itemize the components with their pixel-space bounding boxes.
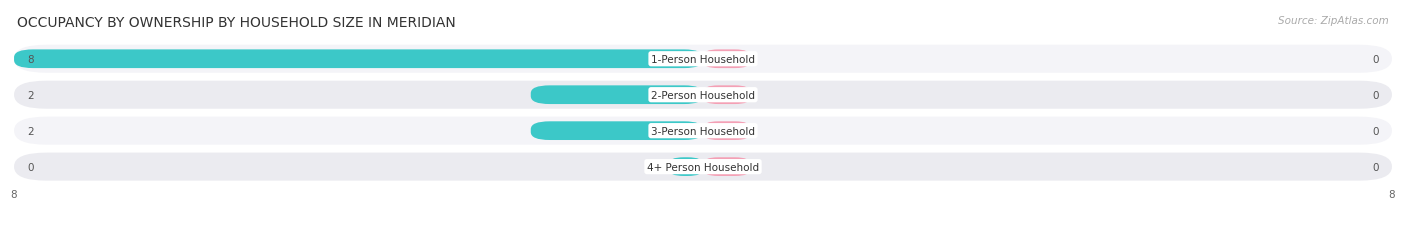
Text: 0: 0 — [27, 162, 34, 172]
Text: 8: 8 — [1389, 189, 1395, 199]
FancyBboxPatch shape — [703, 50, 751, 69]
FancyBboxPatch shape — [14, 50, 703, 69]
FancyBboxPatch shape — [14, 117, 1392, 145]
FancyBboxPatch shape — [531, 122, 703, 140]
FancyBboxPatch shape — [703, 86, 751, 105]
FancyBboxPatch shape — [14, 153, 1392, 181]
Text: 0: 0 — [1372, 55, 1379, 64]
Text: 2-Person Household: 2-Person Household — [651, 90, 755, 100]
Text: 1-Person Household: 1-Person Household — [651, 55, 755, 64]
Text: 8: 8 — [11, 189, 17, 199]
Text: 8: 8 — [27, 55, 34, 64]
Text: 4+ Person Household: 4+ Person Household — [647, 162, 759, 172]
Text: 0: 0 — [1372, 126, 1379, 136]
Text: 3-Person Household: 3-Person Household — [651, 126, 755, 136]
FancyBboxPatch shape — [531, 86, 703, 105]
Text: 0: 0 — [1372, 90, 1379, 100]
Text: 0: 0 — [1372, 162, 1379, 172]
Text: OCCUPANCY BY OWNERSHIP BY HOUSEHOLD SIZE IN MERIDIAN: OCCUPANCY BY OWNERSHIP BY HOUSEHOLD SIZE… — [17, 16, 456, 30]
FancyBboxPatch shape — [703, 158, 751, 176]
FancyBboxPatch shape — [14, 46, 1392, 73]
FancyBboxPatch shape — [14, 81, 1392, 109]
FancyBboxPatch shape — [669, 158, 703, 176]
Text: 2: 2 — [27, 126, 34, 136]
Text: 2: 2 — [27, 90, 34, 100]
FancyBboxPatch shape — [703, 122, 751, 140]
Text: Source: ZipAtlas.com: Source: ZipAtlas.com — [1278, 16, 1389, 26]
